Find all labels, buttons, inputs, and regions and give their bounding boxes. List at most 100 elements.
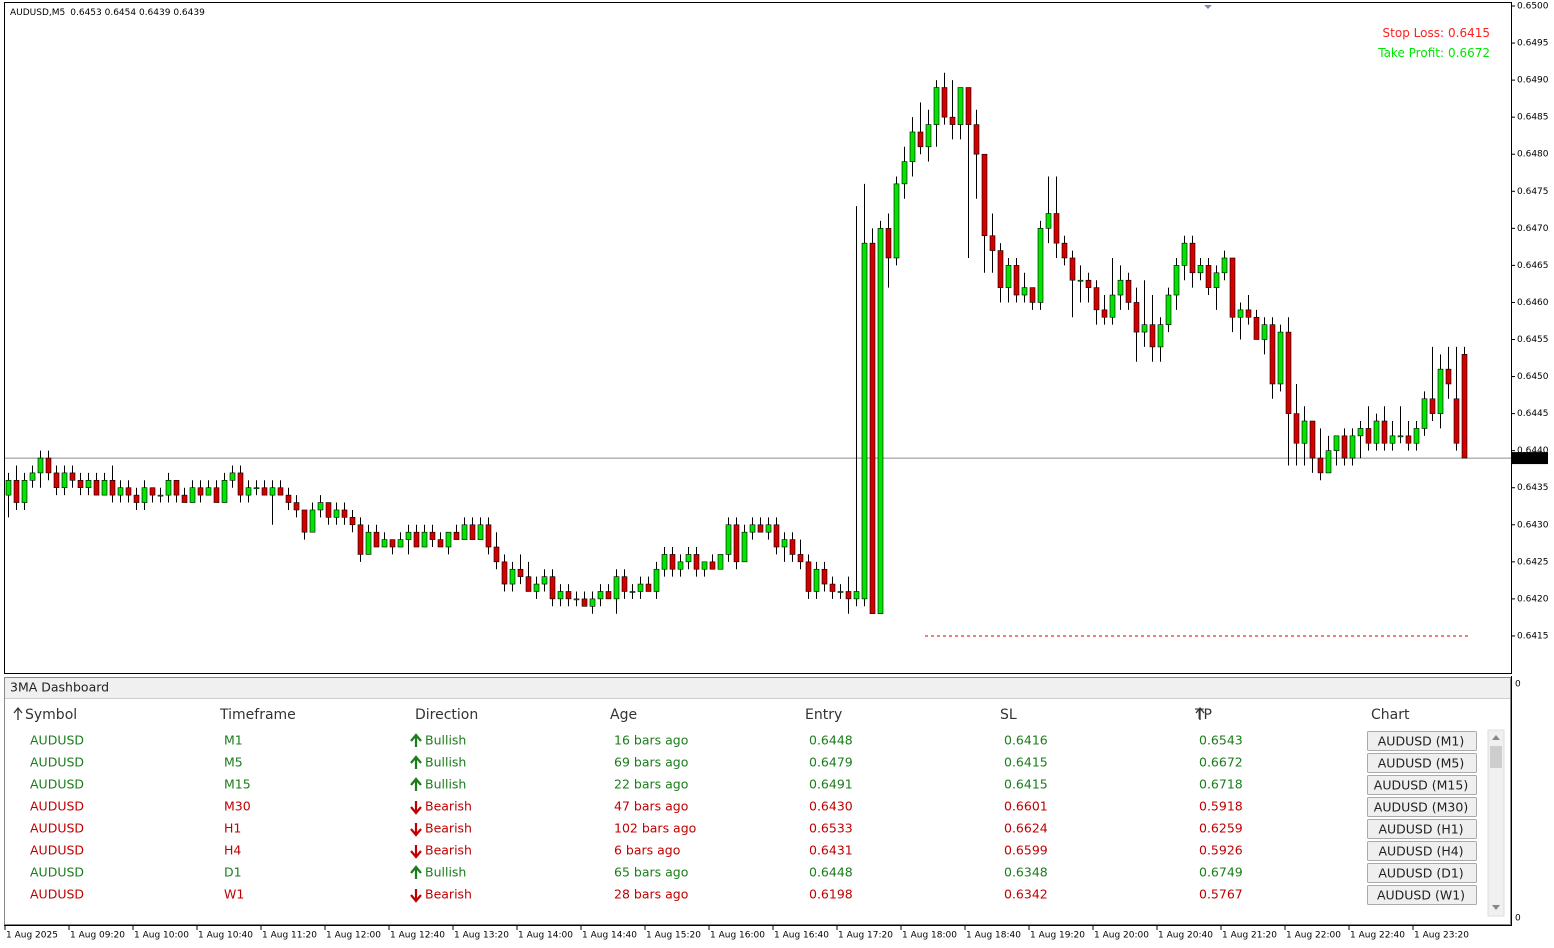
candle-body [485,524,492,548]
chart-button[interactable] [1367,841,1477,861]
candle-body [709,561,716,570]
chart-button-label[interactable]: AUDUSD (W1) [1377,888,1465,903]
candle-body [1141,324,1148,333]
candle-body [221,480,228,503]
candle-body [93,480,100,496]
tp-cell: 0.6543 [1199,733,1243,748]
candle-body [653,568,660,592]
candle-body [1221,257,1228,274]
chart-button-label[interactable]: AUDUSD (M5) [1378,756,1465,771]
candle-body [1413,428,1420,444]
age-cell: 65 bars ago [614,865,688,880]
candle-body [717,554,724,570]
candle-body [1117,279,1124,296]
candle-body [453,531,460,540]
candle-body [757,524,764,533]
chart-button[interactable] [1367,753,1477,773]
candle-body [1389,435,1396,444]
candle-body [581,598,588,607]
candle-body [1245,309,1252,318]
chart-button[interactable] [1367,885,1477,905]
chart-button[interactable] [1367,797,1477,817]
stop-loss-label: Stop Loss: [1383,26,1444,40]
entry-cell: 0.6431 [809,843,853,858]
x-tick-label: 1 Aug 16:40 [774,931,829,941]
chart-button[interactable] [1367,731,1477,751]
candle-body [621,576,628,592]
y-tick-label: 0.6425 [1517,557,1549,567]
candle-body [325,502,332,518]
chart-button[interactable] [1367,775,1477,795]
x-tick-label: 1 Aug 18:40 [966,931,1021,941]
candle-body [949,116,956,125]
dashboard-title: 3MA Dashboard [10,680,109,695]
scrollbar[interactable] [1487,729,1505,917]
candle-body [1453,398,1460,444]
candle-body [1005,265,1012,288]
chart-button-label[interactable]: AUDUSD (M1) [1378,734,1465,749]
candle-body [1061,242,1068,259]
candle-body [429,531,436,540]
column-header: Direction [415,707,478,723]
entry-cell: 0.6430 [809,799,853,814]
candle-body [413,531,420,548]
chart-button-label[interactable]: AUDUSD (M15) [1374,778,1468,793]
candle-body [293,502,300,511]
candle-body [1421,398,1428,429]
candle-body [965,87,972,125]
y-tick-label: 0.6455 [1517,335,1549,345]
candle-body [693,554,700,570]
candle-body [1341,435,1348,459]
column-header: Symbol [25,707,77,723]
candle-body [701,561,708,570]
candle-body [1045,213,1052,229]
tp-cell: 0.6718 [1199,777,1243,792]
candle-body [261,487,268,496]
chart-button-label[interactable]: AUDUSD (H1) [1378,822,1463,837]
age-cell: 6 bars ago [614,843,680,858]
timeframe-cell: M5 [224,755,243,770]
candle-body [973,124,980,155]
candle-body [909,131,916,162]
candle-body [1237,309,1244,318]
column-header: Chart [1371,707,1410,723]
candle-body [1213,272,1220,288]
y-tick-label: 0.6465 [1517,261,1549,271]
chart-button-label[interactable]: AUDUSD (H4) [1378,844,1463,859]
candle-body [13,480,20,503]
candle-body [309,509,316,533]
chart-button[interactable] [1367,863,1477,883]
candle-body [1317,457,1324,474]
x-tick-label: 1 Aug 12:40 [390,931,445,941]
age-cell: 102 bars ago [614,821,696,836]
chart-button[interactable] [1367,819,1477,839]
candle-body [1373,420,1380,444]
candle-body [501,561,508,585]
column-header: Timeframe [219,707,296,723]
dashboard-titlebar [5,678,1510,698]
candle-body [61,472,68,489]
candle-body [1029,287,1036,303]
candle-body [101,480,108,496]
candle-body [333,509,340,518]
candle-body [1293,413,1300,444]
candle-body [869,242,876,615]
entry-cell: 0.6491 [809,777,853,792]
y-tick-label: 0.6415 [1517,631,1549,641]
dashboard-panel [4,677,1511,925]
direction-arrow [410,845,422,859]
x-tick-label: 1 Aug 14:00 [518,931,573,941]
direction-cell: Bearish [425,821,472,836]
chart-button-label[interactable]: AUDUSD (D1) [1378,866,1463,881]
age-cell: 69 bars ago [614,755,688,770]
timeframe-cell: H1 [224,821,241,836]
direction-arrow [410,777,422,791]
scroll-thumb[interactable] [1490,746,1502,768]
indicator-tick-label: 0 [1515,914,1521,924]
candle-body [1437,368,1444,414]
current-price-label: 0.6439 [1516,454,1548,464]
chart-button-label[interactable]: AUDUSD (M30) [1374,800,1468,815]
candle-body [989,235,996,251]
